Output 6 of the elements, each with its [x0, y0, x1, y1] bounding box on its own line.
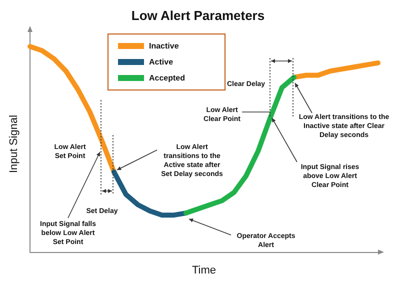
- y-axis-title: Input Signal: [8, 114, 20, 174]
- legend-label: Active: [149, 58, 174, 66]
- chart-title: Low Alert Parameters: [131, 8, 265, 23]
- x-axis-title: Time: [192, 264, 216, 276]
- legend-label: Inactive: [149, 42, 180, 50]
- legend-label: Accepted: [149, 74, 186, 82]
